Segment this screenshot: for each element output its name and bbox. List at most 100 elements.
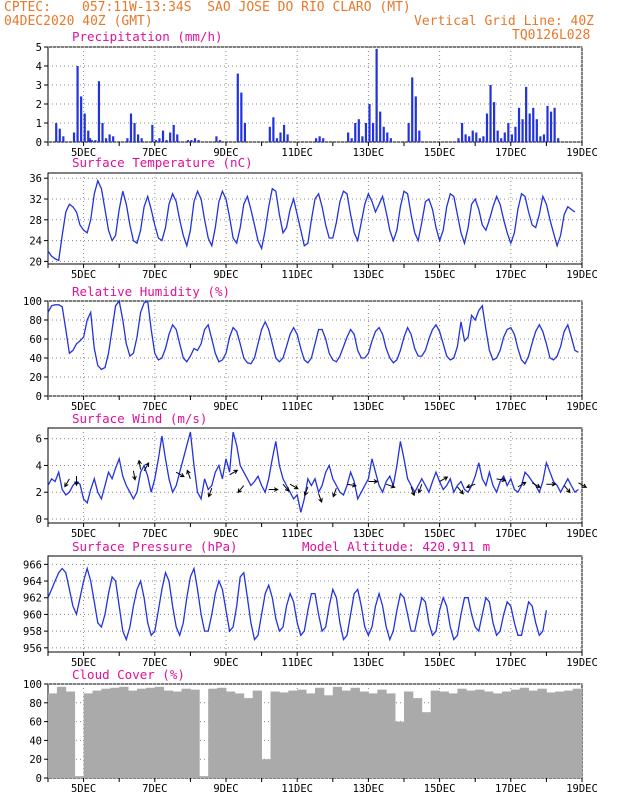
wind-arrow-icon: [346, 482, 357, 488]
rh-title: Relative Humidity (%): [72, 284, 230, 299]
precip-bar: [375, 48, 378, 142]
temp-ytick-label: 32: [29, 194, 42, 206]
wind-title: Surface Wind (m/s): [72, 411, 207, 426]
temp-xtick-label: 13DEC: [353, 269, 385, 281]
pressure-xtick-label: 7DEC: [142, 657, 167, 669]
precip-bar: [546, 105, 549, 142]
precip-xtick-label: 15DEC: [424, 147, 456, 159]
temp-xtick-label: 15DEC: [424, 269, 456, 281]
wind-arrow-icon: [563, 485, 571, 494]
cloud-xtick-label: 7DEC: [142, 783, 167, 795]
cloud-ytick-label: 80: [29, 698, 42, 710]
precip-bar: [243, 123, 246, 142]
wind-arrow-icon: [268, 487, 279, 492]
cloud-bar: [421, 712, 432, 778]
rh-ytick-label: 80: [29, 315, 42, 327]
cloud-ytick-label: 60: [29, 717, 42, 729]
precip-bar: [90, 140, 93, 142]
rh-ytick-label: 0: [36, 391, 42, 403]
pressure-ytick-label: 966: [23, 559, 42, 571]
cloud-bar: [110, 687, 120, 778]
temp-xtick-label: 7DEC: [142, 269, 167, 281]
rh-xtick-label: 17DEC: [495, 401, 527, 413]
precip-bar: [489, 85, 492, 142]
precip-bar: [58, 128, 61, 142]
wind-arrow-icon: [517, 481, 527, 488]
precip-bar: [169, 132, 172, 142]
precip-bar: [176, 134, 179, 142]
cloud-bar: [412, 698, 423, 778]
precip-bar: [137, 134, 140, 142]
cloud-bar: [252, 690, 262, 778]
header-source: CPTEC:: [4, 0, 51, 15]
precip-bar: [80, 96, 83, 142]
cloud-bar: [65, 691, 76, 778]
pressure-title: Surface Pressure (hPa): [72, 539, 238, 554]
cloud-bar: [137, 688, 147, 778]
precip-ytick-label: 4: [36, 61, 42, 73]
precip-bar: [389, 138, 392, 142]
precip-bar: [318, 136, 321, 142]
rh-ytick-label: 60: [29, 334, 42, 346]
rh-xtick-label: 15DEC: [424, 401, 456, 413]
cloud-bar: [430, 690, 440, 778]
precip-bar: [386, 132, 389, 142]
precip-bar: [108, 134, 111, 142]
wind-arrow-icon: [578, 482, 588, 488]
cloud-bar: [208, 688, 218, 778]
cloud-bar: [404, 691, 414, 778]
precip-bar: [539, 136, 542, 142]
cloud-bar: [448, 693, 458, 778]
wind-arrow-icon: [439, 476, 449, 482]
precip-bar: [279, 132, 282, 142]
precip-bar: [507, 123, 510, 142]
cloud-bar: [564, 690, 574, 778]
precip-bar: [496, 130, 499, 142]
precip-bar: [215, 136, 218, 142]
precip-bar: [236, 73, 239, 142]
cloud-ytick-label: 100: [23, 679, 42, 691]
precip-bar: [514, 126, 517, 142]
precip-bar: [62, 136, 65, 142]
cloud-bar: [119, 686, 129, 778]
cloud-bar: [332, 686, 343, 778]
precip-bar: [240, 92, 243, 142]
pressure-ytick-label: 960: [23, 609, 42, 621]
precip-xtick-label: 11DEC: [281, 147, 313, 159]
precip-frame: [47, 46, 583, 143]
pressure-xtick-label: 5DEC: [71, 657, 96, 669]
precip-bar: [354, 123, 357, 142]
precip-bar: [475, 132, 478, 142]
wind-arrow-icon: [465, 483, 476, 489]
precip-bar: [286, 134, 289, 142]
precip-bar: [172, 124, 175, 142]
precip-bar: [468, 136, 471, 142]
cloud-bar: [48, 693, 58, 778]
precip-bar: [133, 123, 136, 142]
precip-bar: [532, 107, 535, 142]
precip-bar: [154, 140, 157, 142]
pressure-xtick-label: 13DEC: [353, 657, 385, 669]
precip-bar: [158, 138, 161, 142]
cloud-xtick-label: 5DEC: [71, 783, 96, 795]
wind-arrow-icon: [175, 471, 185, 478]
wind-arrow-icon: [74, 476, 79, 487]
cloud-bar: [234, 693, 245, 778]
pressure-xtick-label: 15DEC: [424, 657, 456, 669]
precip-bar: [371, 123, 375, 142]
precip-bar: [315, 138, 318, 142]
precip-ytick-label: 5: [36, 42, 42, 54]
precip-xtick-label: 7DEC: [142, 147, 167, 159]
wind-arrow-icon: [303, 486, 309, 497]
cloud-xtick-label: 19DEC: [566, 783, 598, 795]
cloud-bar: [163, 690, 173, 778]
cloud-bar: [243, 698, 254, 778]
precip-bar: [104, 138, 108, 142]
cloud-bar: [323, 695, 334, 778]
cloud-bar: [555, 691, 565, 778]
pressure-xtick-label: 11DEC: [281, 657, 313, 669]
cloud-bar: [172, 691, 182, 778]
precip-bar: [542, 134, 546, 142]
wind-xtick-label: 9DEC: [213, 528, 238, 540]
precip-bar: [528, 113, 531, 142]
